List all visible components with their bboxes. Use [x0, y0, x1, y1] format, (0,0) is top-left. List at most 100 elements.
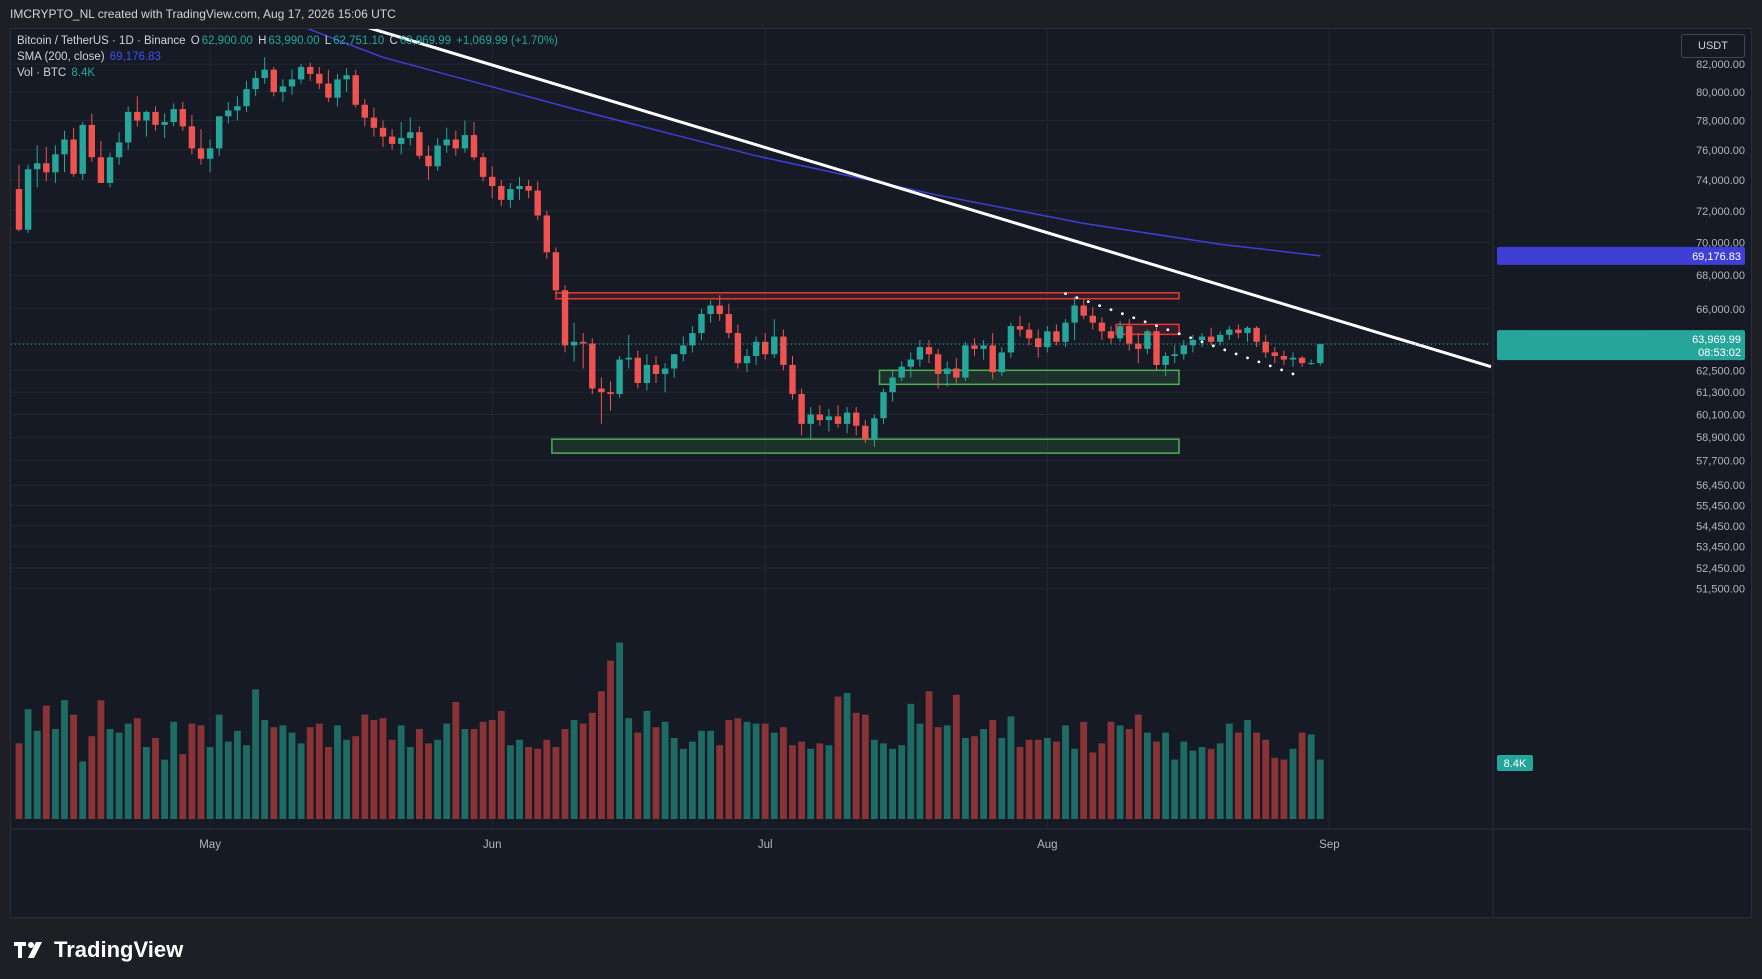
candle-body[interactable] — [1198, 336, 1206, 341]
candle-body[interactable] — [853, 412, 860, 426]
candle-body[interactable] — [570, 341, 578, 346]
candle-body[interactable] — [1289, 357, 1297, 360]
candle-body[interactable] — [925, 347, 933, 355]
candle-body[interactable] — [1016, 326, 1024, 330]
candle-body[interactable] — [225, 110, 232, 117]
candle-body[interactable] — [1253, 327, 1260, 342]
candle-body[interactable] — [1035, 338, 1042, 348]
candle-body[interactable] — [352, 75, 359, 105]
candle-body[interactable] — [607, 392, 614, 395]
candle-body[interactable] — [1171, 354, 1178, 356]
candle-body[interactable] — [206, 148, 214, 159]
candle-body[interactable] — [1280, 355, 1288, 360]
candle-body[interactable] — [443, 139, 450, 146]
candle-body[interactable] — [1271, 352, 1278, 356]
candle-body[interactable] — [1308, 363, 1315, 365]
candle-body[interactable] — [789, 364, 796, 395]
candle-body[interactable] — [179, 109, 186, 127]
candle-body[interactable] — [661, 368, 669, 374]
candle-body[interactable] — [752, 341, 760, 356]
candle-body[interactable] — [498, 186, 505, 200]
candle-body[interactable] — [307, 66, 314, 74]
candle-body[interactable] — [1189, 340, 1197, 346]
candle-body[interactable] — [370, 117, 378, 128]
candle-body[interactable] — [898, 366, 905, 378]
candle-body[interactable] — [843, 412, 851, 424]
candle-body[interactable] — [934, 354, 942, 374]
candle-body[interactable] — [552, 252, 560, 291]
chart-frame[interactable]: 82,000.00 80,000.00 78,000.00 76,000.00 74,0… — [10, 28, 1752, 918]
candle-body[interactable] — [762, 341, 769, 355]
candle-body[interactable] — [1235, 329, 1242, 334]
candle-body[interactable] — [316, 73, 323, 84]
candle-body[interactable] — [998, 352, 1005, 373]
candle-body[interactable] — [243, 89, 250, 107]
candle-body[interactable] — [689, 333, 696, 346]
candle-body[interactable] — [616, 359, 623, 395]
candle-body[interactable] — [15, 189, 23, 230]
candle-body[interactable] — [1244, 327, 1251, 334]
candle-body[interactable] — [379, 127, 387, 137]
candle-body[interactable] — [279, 86, 287, 93]
candle-body[interactable] — [989, 345, 996, 373]
candle-body[interactable] — [598, 388, 605, 393]
candle-body[interactable] — [962, 345, 969, 378]
candle-body[interactable] — [88, 124, 95, 158]
tradingview-logo[interactable]: TradingView — [12, 936, 183, 964]
candle-body[interactable] — [34, 163, 41, 170]
candle-body[interactable] — [143, 111, 150, 121]
candle-body[interactable] — [152, 111, 159, 125]
candle-body[interactable] — [543, 215, 550, 253]
candle-body[interactable] — [634, 357, 641, 384]
candle-body[interactable] — [580, 341, 587, 344]
currency-button[interactable]: USDT — [1681, 34, 1745, 58]
candle-body[interactable] — [1116, 326, 1124, 339]
candle-body[interactable] — [489, 176, 496, 187]
candle-body[interactable] — [24, 169, 32, 230]
candle-body[interactable] — [953, 368, 960, 378]
candle-body[interactable] — [916, 347, 924, 360]
candle-body[interactable] — [416, 132, 423, 156]
candle-body[interactable] — [1107, 331, 1115, 339]
candle-body[interactable] — [106, 157, 114, 183]
candle-body[interactable] — [361, 104, 368, 118]
candle-body[interactable] — [125, 111, 132, 143]
candle-body[interactable] — [525, 186, 532, 191]
candle-body[interactable] — [980, 345, 987, 349]
candle-body[interactable] — [652, 364, 660, 374]
candle-body[interactable] — [907, 359, 914, 367]
candle-body[interactable] — [743, 355, 751, 364]
candle-body[interactable] — [971, 345, 978, 349]
candle-body[interactable] — [461, 135, 469, 149]
candle-body[interactable] — [834, 416, 842, 424]
candle-body[interactable] — [643, 364, 651, 384]
candle-body[interactable] — [561, 290, 569, 346]
descending-trendline[interactable] — [192, 29, 1492, 369]
candle-body[interactable] — [70, 139, 77, 174]
candle-body[interactable] — [1080, 305, 1087, 316]
candle-body[interactable] — [680, 345, 687, 355]
candle-body[interactable] — [880, 392, 887, 419]
candle-body[interactable] — [134, 111, 141, 121]
candle-body[interactable] — [252, 78, 259, 90]
candle-body[interactable] — [862, 425, 869, 440]
candle-body[interactable] — [234, 106, 241, 111]
candle-body[interactable] — [288, 79, 296, 87]
candle-body[interactable] — [452, 139, 459, 149]
candle-body[interactable] — [479, 157, 487, 177]
candle-body[interactable] — [334, 79, 341, 98]
candle-body[interactable] — [1053, 331, 1060, 342]
candle-body[interactable] — [671, 354, 678, 369]
candle-body[interactable] — [325, 83, 332, 98]
candle-body[interactable] — [115, 142, 123, 158]
candle-body[interactable] — [425, 155, 432, 167]
candle-body[interactable] — [297, 66, 305, 80]
candle-body[interactable] — [43, 163, 50, 173]
candle-body[interactable] — [816, 414, 823, 421]
candle-body[interactable] — [1044, 331, 1051, 348]
candle-body[interactable] — [1226, 329, 1233, 335]
candle-body[interactable] — [1180, 345, 1187, 355]
candle-body[interactable] — [79, 124, 86, 174]
candle-body[interactable] — [1007, 326, 1015, 353]
candle-body[interactable] — [1135, 343, 1142, 349]
